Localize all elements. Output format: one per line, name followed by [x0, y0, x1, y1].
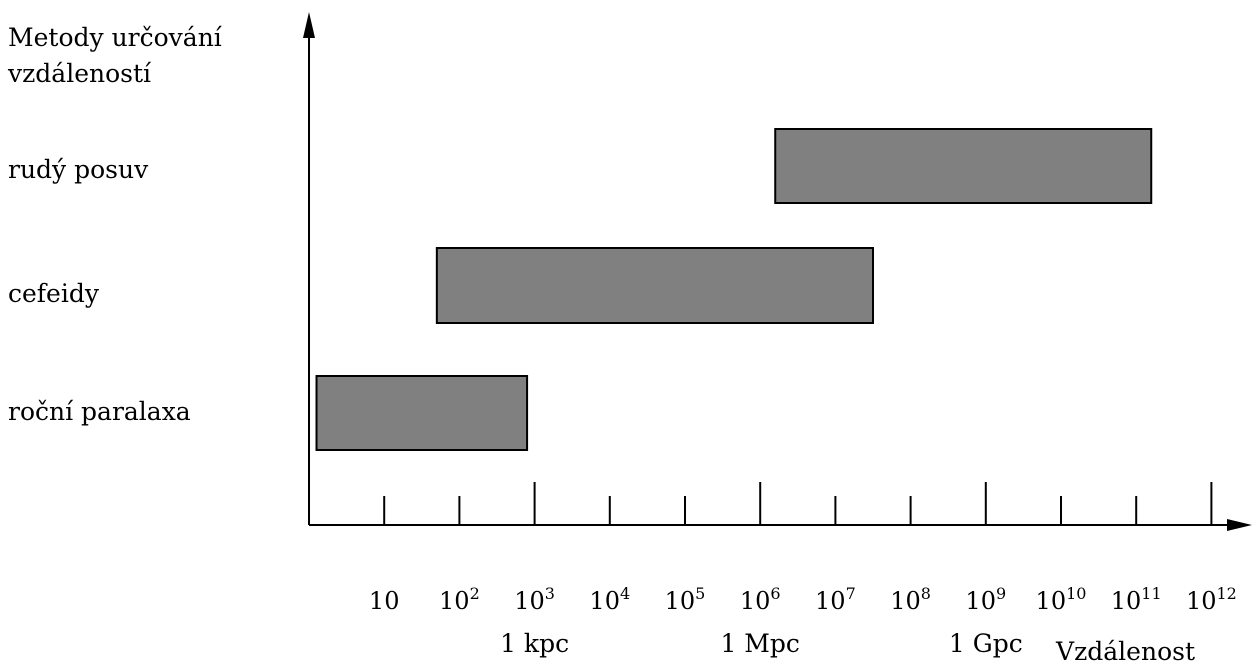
category-labels: rudý posuv cefeidy roční paralaxa: [8, 155, 191, 426]
bar-1: [774, 128, 1153, 204]
tick-label-11: 1011: [1111, 584, 1162, 615]
tick-label-1: 10: [369, 587, 400, 615]
tick-label-6: 106: [740, 584, 781, 615]
y-axis-title: Metody určování vzdáleností: [7, 23, 223, 88]
tick-label-3: 103: [514, 584, 555, 615]
tick-label-9: 109: [965, 584, 1006, 615]
x-ticks: [383, 482, 1213, 525]
y-axis-title-line-1: Metody určování: [8, 23, 223, 52]
y-axis-title-line-2: vzdáleností: [7, 59, 152, 88]
category-label-2: cefeidy: [8, 279, 100, 308]
unit-label-1: 1 kpc: [500, 629, 569, 658]
tick-label-4: 104: [589, 584, 630, 615]
tick-label-5: 105: [665, 584, 706, 615]
tick-label-7: 107: [815, 584, 856, 615]
range-bars: [315, 128, 1153, 451]
category-label-1: rudý posuv: [8, 155, 149, 184]
x-axis-arrow: [1227, 519, 1252, 531]
tick-labels: 10 102 103 104 105 106 107 108 109 1010 1011 1012: [369, 584, 1237, 615]
category-label-3: roční paralaxa: [8, 397, 191, 426]
tick-label-2: 102: [439, 584, 480, 615]
x-axis-title: Vzdálenost: [1055, 637, 1195, 666]
unit-labels: 1 kpc 1 Mpc 1 Gpc: [500, 629, 1023, 658]
unit-label-3: 1 Gpc: [949, 629, 1023, 658]
bar-3: [315, 375, 529, 451]
tick-label-10: 1010: [1036, 584, 1087, 615]
tick-label-8: 108: [890, 584, 931, 615]
y-axis-arrow: [303, 12, 315, 38]
bar-2: [435, 247, 874, 324]
tick-label-12: 1012: [1186, 584, 1237, 615]
unit-label-2: 1 Mpc: [720, 629, 799, 658]
axes: [303, 12, 1252, 531]
